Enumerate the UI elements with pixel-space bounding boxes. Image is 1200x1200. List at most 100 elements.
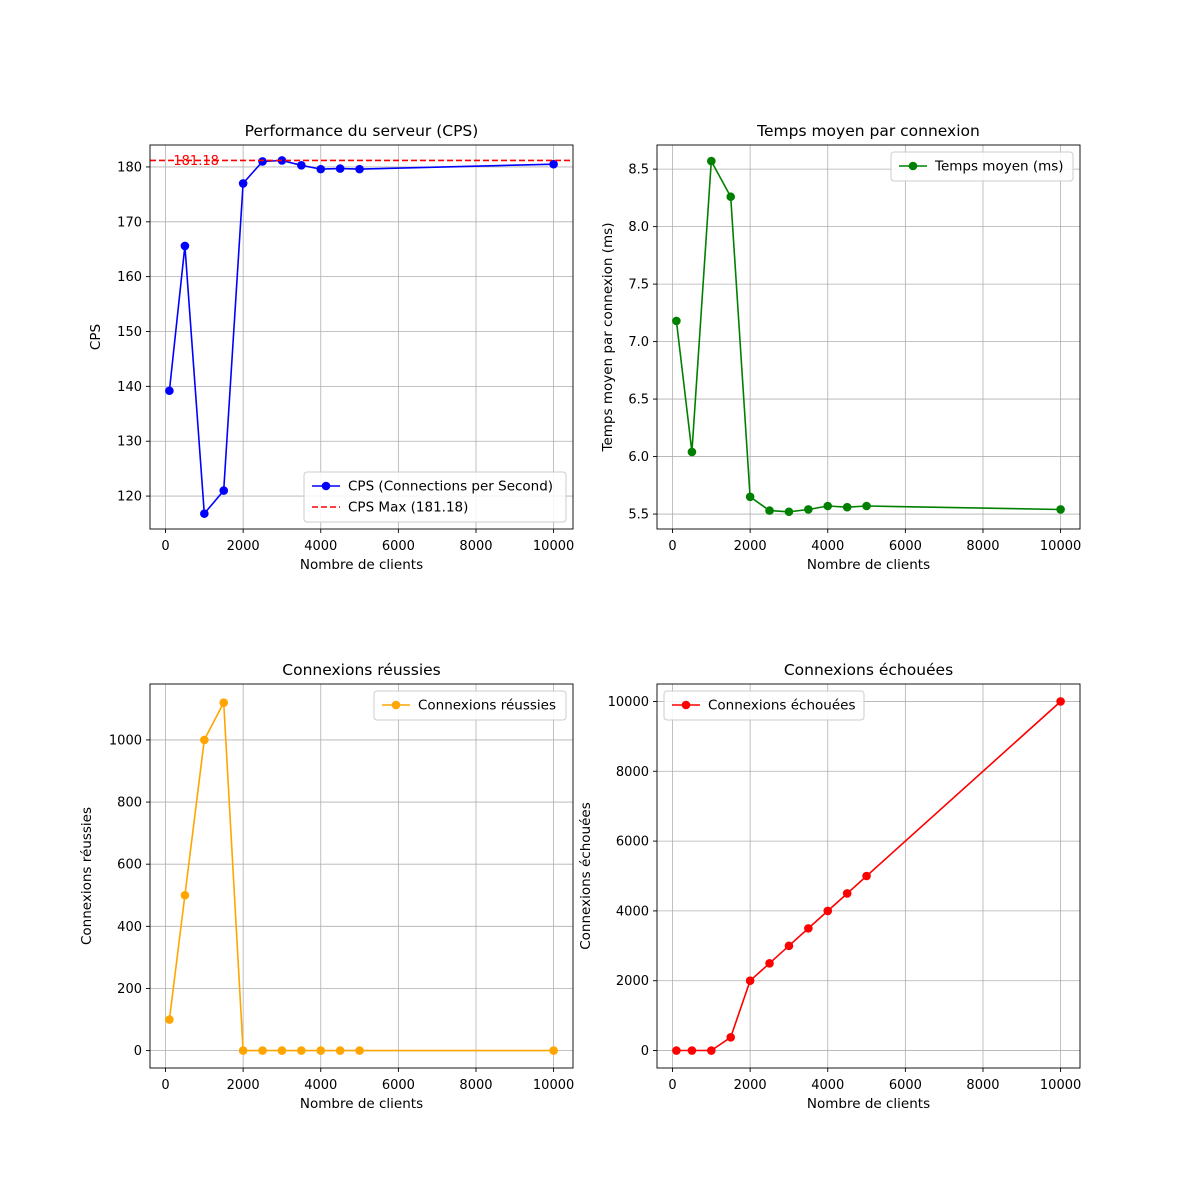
data-point bbox=[823, 906, 833, 916]
legend-box bbox=[373, 690, 567, 721]
data-point bbox=[549, 159, 558, 169]
x-tick-label: 10000 bbox=[1040, 539, 1081, 554]
x-tick-label: 8000 bbox=[459, 1078, 492, 1093]
legend-marker bbox=[908, 161, 918, 171]
data-point bbox=[165, 1015, 174, 1024]
x-tick-label: 6000 bbox=[382, 539, 415, 554]
legend-marker bbox=[681, 700, 691, 710]
data-point bbox=[726, 192, 736, 202]
x-tick-label: 4000 bbox=[811, 539, 844, 554]
x-tick-label: 6000 bbox=[382, 1078, 415, 1093]
legend-label: Connexions réussies bbox=[418, 698, 556, 714]
y-tick-label: 400 bbox=[117, 920, 142, 935]
data-point bbox=[842, 889, 852, 898]
x-tick-label: 4000 bbox=[811, 1078, 844, 1093]
data-point bbox=[765, 506, 774, 515]
y-tick-label: 2000 bbox=[616, 974, 649, 989]
x-tick-label: 0 bbox=[668, 539, 676, 554]
data-point bbox=[707, 156, 716, 166]
y-tick-label: 1000 bbox=[109, 733, 142, 748]
y-axis-label: Connexions réussies bbox=[79, 807, 95, 945]
data-point bbox=[672, 316, 681, 326]
data-point bbox=[862, 501, 871, 511]
y-tick-label: 800 bbox=[117, 796, 142, 811]
data-point bbox=[672, 1046, 681, 1055]
data-point bbox=[219, 486, 229, 495]
y-tick-label: 0 bbox=[641, 1044, 649, 1059]
data-point bbox=[238, 179, 248, 188]
y-tick-label: 130 bbox=[117, 435, 142, 450]
x-tick-label: 2000 bbox=[734, 539, 767, 554]
y-tick-label: 6.0 bbox=[628, 450, 649, 465]
x-axis-label: Nombre de clients bbox=[300, 1096, 423, 1112]
legend-label: CPS Max (181.18) bbox=[348, 500, 468, 516]
data-point bbox=[707, 1046, 716, 1055]
data-point bbox=[316, 1046, 326, 1055]
y-axis-label: Temps moyen par connexion (ms) bbox=[600, 223, 616, 453]
y-tick-label: 180 bbox=[117, 160, 142, 175]
axes-frame bbox=[149, 683, 574, 1069]
chart-title: Performance du serveur (CPS) bbox=[245, 122, 479, 140]
data-point bbox=[765, 958, 774, 968]
x-tick-label: 6000 bbox=[889, 1078, 922, 1093]
x-tick-label: 8000 bbox=[966, 1078, 999, 1093]
y-tick-label: 4000 bbox=[616, 904, 649, 919]
data-point bbox=[258, 1046, 267, 1055]
data-point bbox=[549, 1046, 558, 1055]
legend: CPS (Connections per Second) CPS Max (181… bbox=[303, 471, 567, 523]
data-point bbox=[804, 505, 813, 514]
series-line bbox=[168, 159, 554, 515]
data-point bbox=[1056, 697, 1065, 706]
axes-frame bbox=[656, 683, 1081, 1069]
data-point bbox=[180, 890, 190, 900]
y-tick-label: 5.5 bbox=[628, 508, 649, 523]
data-point bbox=[219, 698, 229, 707]
data-point bbox=[687, 447, 697, 457]
data-point bbox=[745, 976, 755, 986]
y-tick-label: 140 bbox=[117, 380, 142, 395]
x-tick-label: 10000 bbox=[533, 539, 574, 554]
data-point bbox=[784, 941, 794, 951]
x-tick-label: 10000 bbox=[1040, 1078, 1081, 1093]
data-point bbox=[823, 501, 833, 511]
legend: Connexions réussies bbox=[373, 690, 567, 721]
data-point bbox=[200, 509, 209, 518]
data-point bbox=[1056, 505, 1065, 514]
data-point bbox=[277, 1046, 287, 1055]
chart-title: Connexions échouées bbox=[784, 661, 953, 679]
legend-marker bbox=[391, 700, 401, 710]
data-point bbox=[165, 386, 174, 396]
legend: Connexions échouées bbox=[663, 690, 865, 721]
y-tick-label: 6.5 bbox=[628, 393, 649, 408]
data-point bbox=[258, 157, 267, 166]
data-point bbox=[180, 241, 190, 251]
legend-label: CPS (Connections per Second) bbox=[348, 479, 553, 495]
y-tick-label: 6000 bbox=[616, 835, 649, 850]
data-point bbox=[200, 735, 209, 745]
data-point bbox=[238, 1046, 248, 1055]
legend-label: Temps moyen (ms) bbox=[934, 159, 1064, 175]
x-tick-label: 4000 bbox=[304, 539, 337, 554]
legend-box bbox=[663, 690, 865, 721]
legend-box bbox=[303, 471, 567, 523]
data-point bbox=[297, 1046, 306, 1055]
x-axis-label: Nombre de clients bbox=[807, 1096, 930, 1112]
x-tick-label: 4000 bbox=[304, 1078, 337, 1093]
x-tick-label: 0 bbox=[161, 1078, 169, 1093]
data-point bbox=[335, 164, 345, 173]
y-tick-label: 160 bbox=[117, 270, 142, 285]
axes-frame bbox=[149, 144, 574, 530]
x-tick-label: 2000 bbox=[734, 1078, 767, 1093]
y-tick-label: 0 bbox=[134, 1044, 142, 1059]
y-tick-label: 170 bbox=[117, 215, 142, 230]
chart-title: Temps moyen par connexion bbox=[756, 122, 980, 140]
y-tick-label: 10000 bbox=[608, 695, 649, 710]
data-point bbox=[784, 507, 794, 517]
y-axis-label: CPS bbox=[88, 324, 104, 350]
data-point bbox=[687, 1046, 697, 1055]
legend: Temps moyen (ms) bbox=[890, 151, 1074, 182]
chart-2: 0 2000 4000 6000 8000 10000 5.5 6.0 6.5 7.0 7.5 8.0… bbox=[600, 122, 1081, 573]
chart-1: 181.18 0 2000 4000 6000 8000 10000 120 130 140 150… bbox=[88, 122, 574, 573]
data-point bbox=[355, 1046, 364, 1055]
data-point bbox=[862, 871, 871, 881]
